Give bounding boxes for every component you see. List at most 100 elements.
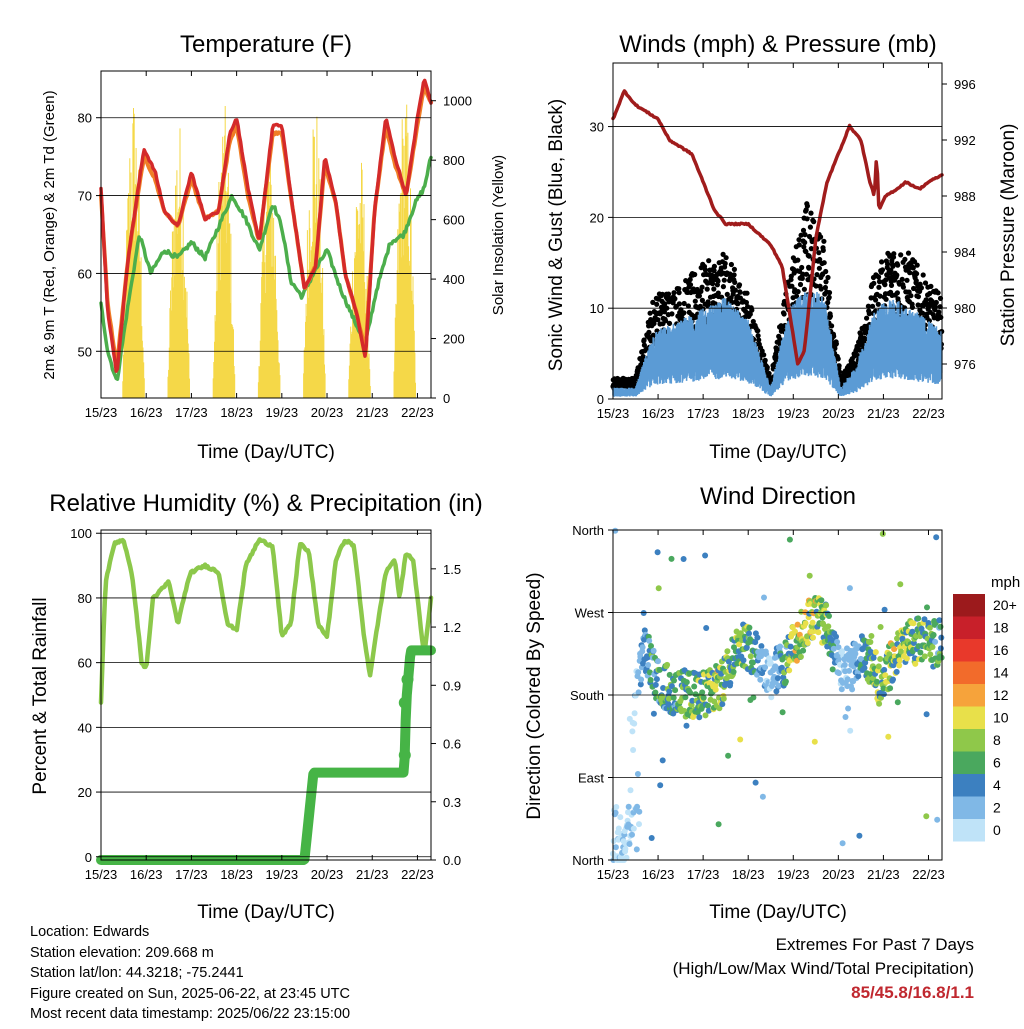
gust-point [913, 278, 919, 284]
direction-point [689, 697, 696, 704]
gust-point [732, 279, 738, 285]
y2-tick-label: 0.9 [443, 678, 461, 693]
direction-point [917, 649, 924, 656]
gust-point [699, 297, 706, 303]
direction-point [752, 639, 759, 646]
direction-point [909, 628, 916, 635]
y2-tick-label: 0.6 [443, 737, 461, 752]
gust-point [720, 284, 727, 290]
precipitation-point [401, 673, 414, 686]
direction-point [792, 628, 798, 635]
y-tick-label: 20 [78, 785, 92, 800]
direction-point [876, 700, 883, 707]
colorbar-label: 4 [993, 777, 1001, 793]
direction-point [856, 832, 863, 839]
gust-point [800, 227, 807, 233]
direction-axes: 15/23 16/23 17/23 18/23 19/23 20/23 21/23 22/23… [570, 523, 945, 882]
gust-point [807, 224, 814, 230]
direction-point [894, 699, 901, 706]
direction-point [923, 813, 930, 820]
direction-point [855, 673, 862, 680]
gust-point [737, 289, 743, 295]
gust-point [808, 210, 814, 216]
gust-point [816, 250, 822, 256]
direction-point [700, 694, 707, 701]
colorbar-swatch [953, 616, 985, 639]
direction-point [754, 634, 761, 641]
gust-point [669, 311, 675, 317]
gust-point [827, 313, 834, 319]
gust-point [866, 311, 872, 317]
direction-point [725, 752, 732, 759]
gust-point [811, 219, 817, 225]
gust-point [922, 280, 929, 286]
direction-point [877, 624, 884, 630]
gust-point [803, 249, 809, 255]
station-info: Location: Edwards Station elevation: 209… [30, 922, 350, 1025]
direction-point [752, 779, 759, 786]
y2-tick-label: 0.3 [443, 795, 461, 810]
direction-point [867, 639, 874, 645]
gust-point [873, 297, 879, 303]
gust-point [920, 310, 926, 316]
direction-point [930, 631, 937, 638]
direction-point [894, 635, 900, 642]
direction-point [834, 638, 841, 645]
x-tick-label: 19/23 [266, 867, 299, 882]
direction-point [625, 803, 632, 810]
direction-point [820, 621, 827, 628]
gust-point [692, 298, 698, 304]
direction-point [779, 709, 786, 716]
temperature-axes: 15/23 16/23 17/23 18/23 19/23 20/23 21/23 22/23… [78, 70, 472, 420]
y-tick-label: 0 [85, 850, 92, 865]
gust-point [865, 303, 872, 309]
direction-point [737, 736, 744, 743]
direction-point [767, 660, 774, 667]
x-tick-label: 20/23 [311, 867, 344, 882]
gust-point [650, 299, 656, 305]
gust-point [732, 287, 738, 293]
gust-point [743, 299, 750, 306]
gust-point [909, 304, 916, 310]
gust-point [826, 290, 833, 296]
direction-point [800, 647, 807, 654]
gust-point [728, 261, 735, 268]
y-tick-label: North [572, 853, 604, 868]
y2-tick-label: 1000 [443, 94, 472, 109]
gust-point [705, 299, 711, 305]
direction-point [612, 809, 619, 816]
gust-point [696, 293, 703, 299]
x-tick-label: 17/23 [175, 867, 208, 882]
gust-point [698, 288, 704, 294]
gust-point [911, 285, 917, 292]
station-location: Location: Edwards [30, 924, 150, 940]
direction-point [666, 671, 673, 678]
direction-points [610, 527, 945, 863]
gust-point [755, 328, 761, 334]
gust-point [818, 234, 824, 240]
direction-point [691, 683, 698, 690]
direction-point [787, 643, 794, 650]
gust-point [731, 272, 737, 278]
direction-point [844, 676, 851, 683]
gust-point [911, 259, 918, 265]
gust-point [736, 282, 743, 288]
gust-point [724, 291, 730, 297]
y-tick-label: North [572, 523, 604, 538]
direction-point [659, 757, 666, 764]
temperature-lines [99, 78, 433, 398]
y-tick-label: 0 [597, 392, 604, 407]
direction-point [635, 669, 642, 676]
y-tick-label: 80 [78, 111, 92, 126]
gust-point [904, 277, 910, 283]
colorbar-label: 18 [993, 620, 1009, 636]
gust-point [877, 293, 883, 299]
direction-point [617, 814, 624, 821]
y2-tick-label: 976 [954, 357, 976, 372]
y2-tick-label: 1.5 [443, 562, 461, 577]
y2-tick-label: 200 [443, 332, 465, 347]
direction-point [626, 841, 633, 847]
direction-point [645, 662, 652, 668]
direction-point [891, 646, 898, 653]
direction-point [823, 602, 830, 609]
